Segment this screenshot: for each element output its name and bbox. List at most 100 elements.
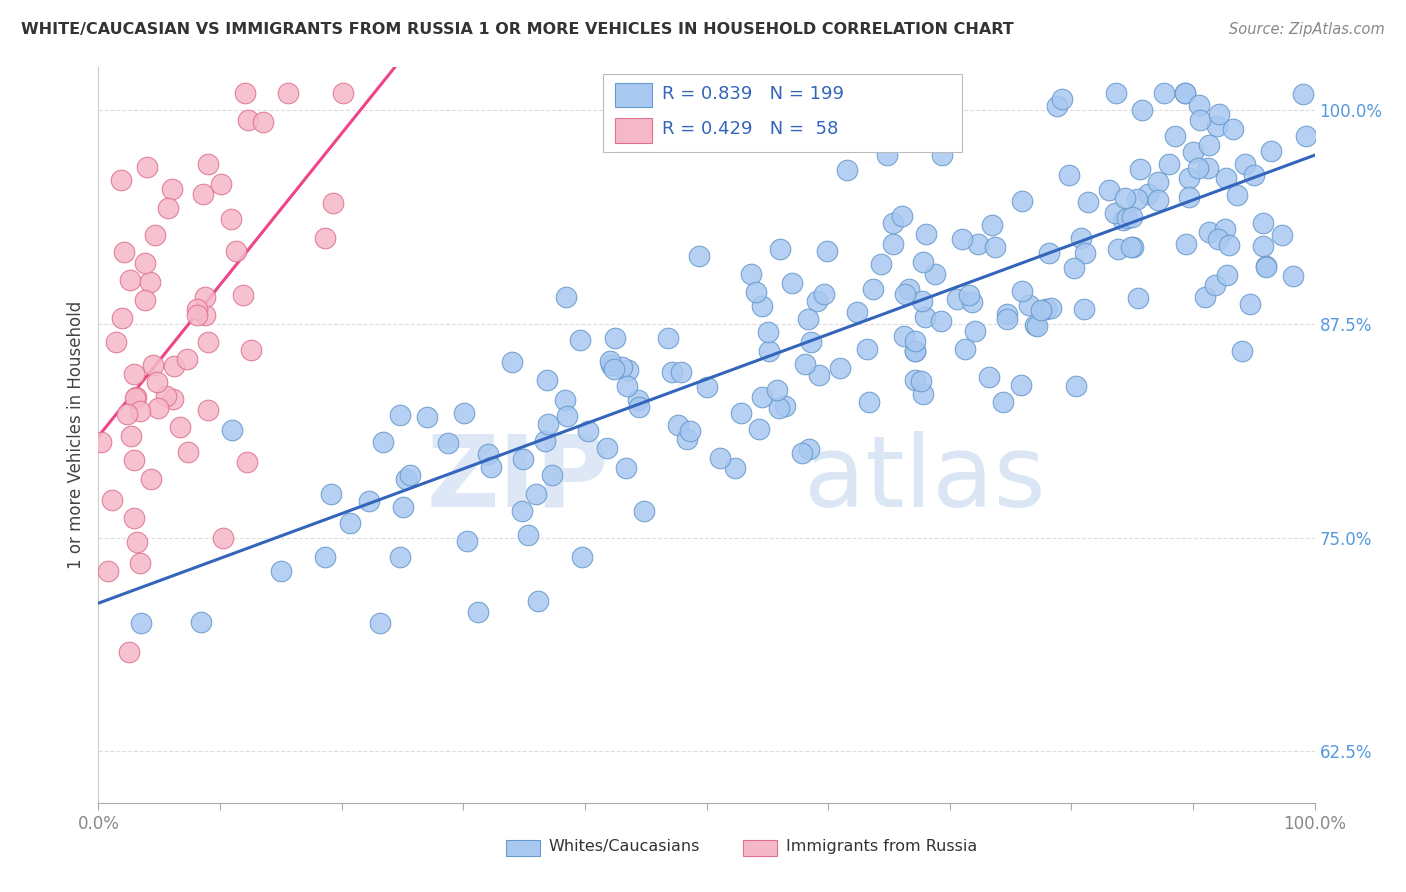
Point: [751, 299, 773, 313]
Text: Whites/Caucasians: Whites/Caucasians: [548, 839, 700, 855]
Point: [1198, 225, 1220, 239]
Point: [456, 533, 478, 548]
Point: [904, 343, 927, 358]
Point: [1018, 298, 1040, 312]
Point: [904, 334, 927, 348]
Point: [1243, 168, 1265, 182]
Point: [876, 147, 898, 161]
Point: [138, 275, 160, 289]
Point: [756, 326, 779, 340]
Point: [128, 556, 150, 570]
Point: [236, 112, 259, 127]
Point: [555, 409, 578, 423]
Point: [125, 390, 148, 404]
Point: [1251, 216, 1274, 230]
Point: [1146, 175, 1168, 189]
Point: [898, 282, 921, 296]
Point: [1260, 144, 1282, 158]
Point: [1175, 236, 1198, 251]
Point: [576, 424, 599, 438]
Point: [893, 328, 915, 343]
Point: [1174, 86, 1197, 100]
Point: [571, 549, 593, 564]
Point: [1295, 129, 1317, 144]
Point: [931, 148, 953, 162]
Point: [910, 375, 932, 389]
Point: [194, 308, 217, 322]
Point: [740, 268, 762, 282]
Point: [1215, 221, 1237, 235]
Point: [120, 428, 142, 442]
Point: [1147, 194, 1170, 208]
Point: [1024, 318, 1046, 333]
Point: [766, 383, 789, 397]
Point: [467, 606, 489, 620]
Point: [501, 355, 523, 369]
Point: [1119, 240, 1142, 254]
Bar: [742, 839, 778, 855]
Point: [858, 394, 880, 409]
Point: [1215, 171, 1237, 186]
Point: [1136, 187, 1159, 202]
Bar: [616, 83, 652, 107]
Point: [160, 182, 183, 196]
Point: [696, 380, 718, 394]
Point: [730, 406, 752, 420]
Point: [1035, 301, 1057, 316]
Point: [669, 365, 692, 379]
Point: [1178, 171, 1201, 186]
Point: [911, 293, 934, 308]
Point: [517, 528, 540, 542]
Point: [748, 422, 770, 436]
Point: [1098, 183, 1121, 197]
Point: [898, 127, 921, 141]
Point: [904, 373, 927, 387]
Point: [155, 389, 177, 403]
Point: [536, 373, 558, 387]
Point: [540, 467, 562, 482]
Point: [614, 460, 637, 475]
Point: [319, 486, 342, 500]
Point: [815, 244, 838, 258]
Point: [1011, 378, 1033, 392]
Point: [806, 293, 828, 308]
Point: [1130, 103, 1153, 118]
Point: [1031, 303, 1053, 318]
Point: [792, 446, 814, 460]
Point: [1059, 168, 1081, 182]
Point: [945, 292, 967, 306]
Point: [602, 361, 624, 376]
Point: [995, 307, 1018, 321]
Point: [100, 492, 122, 507]
Point: [277, 86, 299, 100]
Point: [97, 564, 120, 578]
Point: [745, 285, 768, 299]
Point: [1188, 97, 1211, 112]
Point: [914, 109, 936, 123]
Text: atlas: atlas: [804, 431, 1046, 527]
Point: [322, 196, 344, 211]
Point: [768, 401, 790, 415]
Point: [131, 616, 153, 631]
Point: [122, 511, 145, 525]
Text: Immigrants from Russia: Immigrants from Russia: [786, 839, 977, 855]
Point: [186, 302, 208, 317]
Point: [991, 395, 1014, 409]
Point: [1122, 240, 1144, 254]
Point: [437, 436, 460, 450]
Point: [526, 487, 548, 501]
Point: [924, 268, 946, 282]
Point: [633, 504, 655, 518]
Point: [1222, 121, 1244, 136]
Point: [929, 313, 952, 327]
Point: [1077, 194, 1099, 209]
Point: [392, 500, 415, 514]
Point: [914, 310, 936, 325]
Point: [225, 244, 247, 258]
Point: [368, 616, 391, 631]
Bar: [506, 839, 540, 855]
Point: [146, 401, 169, 415]
Point: [270, 564, 292, 578]
Point: [1121, 210, 1143, 224]
Point: [212, 531, 235, 545]
